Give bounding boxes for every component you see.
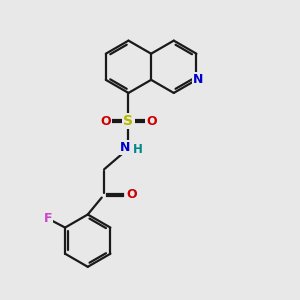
Text: F: F	[44, 212, 52, 225]
Text: N: N	[193, 74, 203, 86]
Text: O: O	[126, 188, 137, 201]
Text: N: N	[120, 141, 131, 154]
Text: O: O	[146, 115, 157, 128]
Text: O: O	[100, 115, 111, 128]
Text: S: S	[124, 114, 134, 128]
Text: H: H	[133, 143, 143, 156]
